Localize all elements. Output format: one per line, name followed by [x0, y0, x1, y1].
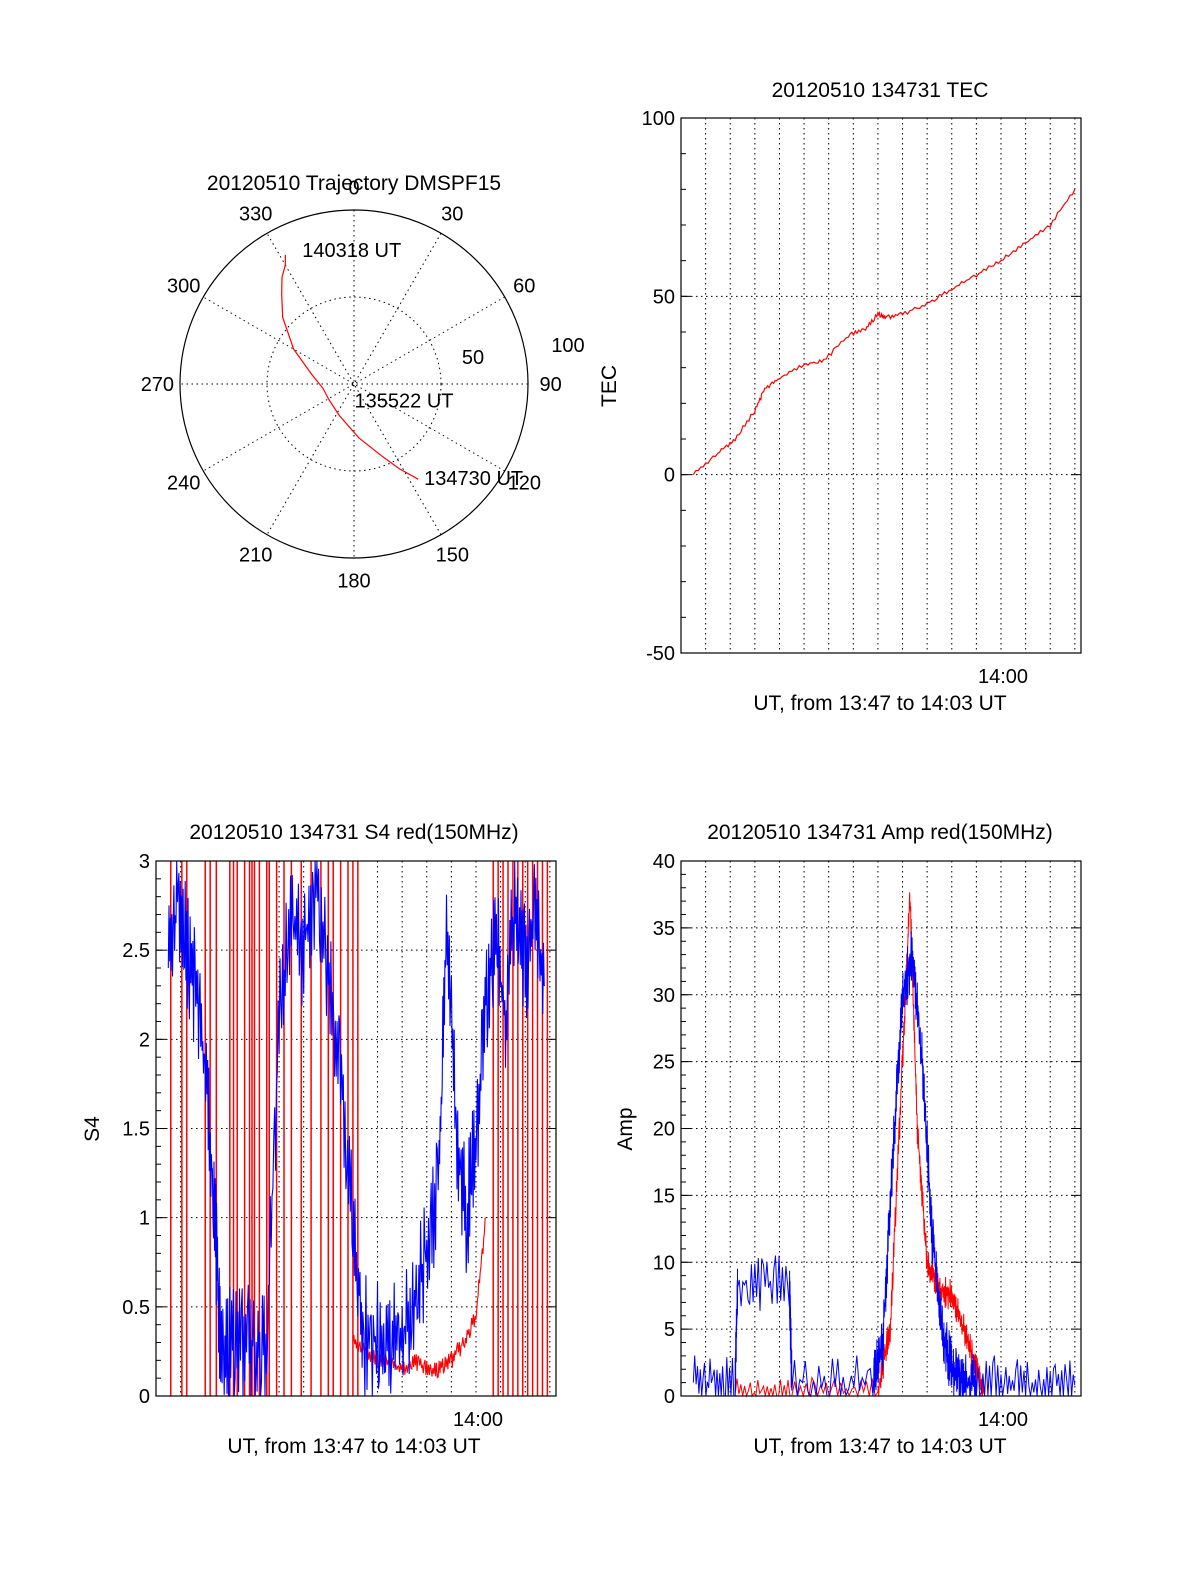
s4-ytick-label: 0.5: [122, 1297, 150, 1319]
amp-series: [692, 892, 1076, 1398]
polar-time-annotation: 134730 UT: [424, 468, 523, 490]
tec-series: [692, 189, 1076, 476]
polar-title: 20120510 Trajectory DMSPF15: [207, 172, 501, 195]
polar-radius-label: 100: [551, 335, 584, 357]
polar-radius-label: 50: [462, 347, 484, 369]
amp-ytick-label: 5: [664, 1319, 675, 1341]
tec-x-tick-label: 14:00: [978, 666, 1028, 688]
polar-angle-label: 120: [508, 472, 541, 494]
polar-angle-label: 240: [167, 472, 200, 494]
amp-ytick-label: 15: [653, 1185, 675, 1207]
s4-x-tick-label: 14:00: [453, 1409, 503, 1431]
polar-angle-label: 150: [436, 544, 469, 566]
polar-spoke: [266, 233, 442, 535]
s4-plot-frame: [155, 860, 557, 1397]
polar-track: [281, 254, 419, 480]
tec-ytick-label: 50: [653, 286, 675, 308]
polar-annotations: 140318 UT 135522 UT 134730 UT: [302, 240, 523, 490]
tec-ytick-label: -50: [646, 643, 675, 665]
s4-ytick-label: 1: [139, 1208, 150, 1230]
s4-ytick-label: 0: [139, 1386, 150, 1408]
tec-line: [692, 189, 1076, 476]
polar-radius-labels: 50 100: [462, 335, 585, 369]
polar-time-annotation: 135522 UT: [355, 391, 454, 413]
polar-ring-50: [266, 296, 442, 472]
polar-angle-label: 210: [239, 544, 272, 566]
polar-angle-label: 330: [239, 204, 272, 226]
amp-ytick-label: 20: [653, 1119, 675, 1141]
s4-x-axis-label: UT, from 13:47 to 14:03 UT: [227, 1435, 480, 1458]
tec-x-axis-label: UT, from 13:47 to 14:03 UT: [753, 692, 1006, 715]
amp-title: 20120510 134731 Amp red(150MHz): [707, 821, 1053, 844]
s4-ytick-label: 2.5: [122, 940, 150, 962]
amp-blue-line: [692, 931, 1076, 1398]
tec-ytick-label: 100: [642, 108, 675, 130]
polar-track-line: [281, 254, 419, 480]
polar-spoke: [266, 233, 442, 535]
s4-ytick-label: 2: [139, 1029, 150, 1051]
tec-y-ticks: -50 0 50 100: [642, 108, 1081, 665]
tec-y-axis-label: TEC: [598, 365, 621, 407]
tec-ytick-label: 0: [664, 465, 675, 487]
amp-panel: 20120510 134731 Amp red(150MHz) 0 5 10 15 20…: [614, 821, 1082, 1458]
amp-ytick-label: 40: [653, 851, 675, 873]
amp-x-axis-label: UT, from 13:47 to 14:03 UT: [753, 1435, 1006, 1458]
polar-grid: [180, 210, 528, 558]
s4-series: [167, 860, 549, 1397]
polar-angle-label: 0: [348, 177, 359, 199]
amp-y-axis-label: Amp: [614, 1107, 637, 1150]
polar-angle-label: 180: [337, 571, 370, 593]
s4-blue-line: [167, 860, 546, 1397]
amp-ytick-label: 0: [664, 1386, 675, 1408]
amp-ytick-label: 25: [653, 1052, 675, 1074]
tec-panel: 20120510 134731 TEC -50 0 50 100 14:00 UT, …: [598, 79, 1082, 715]
polar-angle-label: 60: [513, 276, 535, 298]
amp-plot-frame: [680, 860, 1082, 1397]
s4-y-axis-label: S4: [81, 1116, 104, 1142]
polar-angle-label: 300: [167, 276, 200, 298]
tec-title: 20120510 134731 TEC: [772, 79, 989, 102]
amp-grid: [681, 861, 1081, 1396]
polar-outer-circle: [179, 209, 529, 559]
amp-ytick-label: 35: [653, 918, 675, 940]
polar-angle-label: 270: [141, 374, 174, 396]
polar-time-annotation: 140318 UT: [302, 240, 401, 262]
tec-grid: [681, 118, 1081, 653]
amp-ytick-label: 10: [653, 1252, 675, 1274]
amp-x-tick-label: 14:00: [978, 1409, 1028, 1431]
polar-angle-labels: 0 30 60 90 120 150 180 210 240 270 300 330: [141, 177, 562, 592]
polar-angle-label: 90: [539, 374, 561, 396]
tec-plot-frame: [680, 117, 1082, 654]
amp-red-line: [734, 892, 985, 1398]
amp-y-ticks: 0 5 10 15 20 25 30 35 40: [653, 851, 1081, 1408]
polar-angle-label: 30: [441, 204, 463, 226]
polar-panel: 20120510 Trajectory DMSPF15 0 30 60 90 120 15…: [141, 172, 585, 593]
s4-panel: 20120510 134731 S4 red(150MHz) 0 0.5 1 1.5 2…: [81, 821, 557, 1458]
amp-ytick-label: 30: [653, 985, 675, 1007]
s4-ytick-label: 3: [139, 851, 150, 873]
s4-title: 20120510 134731 S4 red(150MHz): [189, 821, 518, 844]
s4-ytick-label: 1.5: [122, 1119, 150, 1141]
